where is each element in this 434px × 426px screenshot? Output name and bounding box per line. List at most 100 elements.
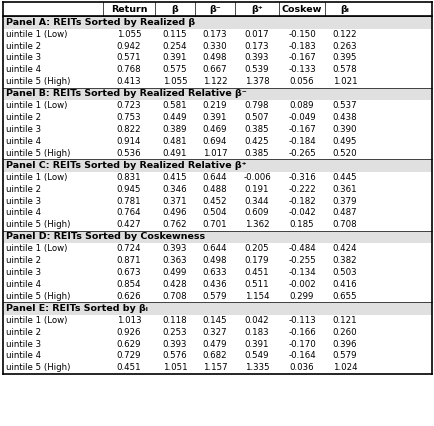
Bar bbox=[3, 362, 431, 374]
Text: 0.254: 0.254 bbox=[162, 42, 187, 51]
Text: 0.393: 0.393 bbox=[162, 245, 187, 253]
Text: 0.871: 0.871 bbox=[116, 256, 141, 265]
Text: -0.184: -0.184 bbox=[287, 137, 315, 146]
Text: 0.451: 0.451 bbox=[244, 268, 269, 277]
Bar bbox=[3, 267, 431, 279]
Text: 0.762: 0.762 bbox=[162, 220, 187, 229]
Text: 0.185: 0.185 bbox=[289, 220, 314, 229]
Text: -0.167: -0.167 bbox=[287, 125, 315, 134]
Text: 0.498: 0.498 bbox=[202, 256, 227, 265]
Text: uintile 3: uintile 3 bbox=[6, 125, 41, 134]
Text: -0.255: -0.255 bbox=[287, 256, 315, 265]
Bar bbox=[3, 64, 431, 76]
Text: -0.170: -0.170 bbox=[287, 340, 315, 348]
Text: 0.327: 0.327 bbox=[202, 328, 227, 337]
Text: 0.425: 0.425 bbox=[244, 137, 269, 146]
Bar bbox=[3, 350, 431, 362]
Text: 0.391: 0.391 bbox=[202, 113, 227, 122]
Text: 0.609: 0.609 bbox=[244, 208, 269, 217]
Text: 0.701: 0.701 bbox=[202, 220, 227, 229]
Text: 1.055: 1.055 bbox=[162, 77, 187, 86]
Text: 0.753: 0.753 bbox=[116, 113, 141, 122]
Text: Panel D: REITs Sorted by Coskewness: Panel D: REITs Sorted by Coskewness bbox=[6, 232, 205, 241]
Text: 0.393: 0.393 bbox=[244, 54, 269, 63]
Text: 0.539: 0.539 bbox=[244, 65, 269, 74]
Text: 0.498: 0.498 bbox=[202, 54, 227, 63]
Text: uintile 2: uintile 2 bbox=[6, 328, 41, 337]
Text: 0.481: 0.481 bbox=[162, 137, 187, 146]
Text: 0.415: 0.415 bbox=[162, 173, 187, 182]
Text: uintile 5 (High): uintile 5 (High) bbox=[6, 220, 70, 229]
Text: 0.926: 0.926 bbox=[116, 328, 141, 337]
Text: 0.385: 0.385 bbox=[244, 125, 269, 134]
Text: 1.335: 1.335 bbox=[244, 363, 269, 372]
Text: -0.006: -0.006 bbox=[243, 173, 270, 182]
Text: 0.391: 0.391 bbox=[162, 54, 187, 63]
Text: uintile 5 (High): uintile 5 (High) bbox=[6, 292, 70, 301]
Text: -0.484: -0.484 bbox=[287, 245, 315, 253]
Text: 0.536: 0.536 bbox=[116, 149, 141, 158]
Text: uintile 4: uintile 4 bbox=[6, 65, 41, 74]
Bar bbox=[3, 195, 431, 207]
Text: Panel B: REITs Sorted by Realized Relative β⁻: Panel B: REITs Sorted by Realized Relati… bbox=[6, 89, 246, 98]
Text: -0.164: -0.164 bbox=[287, 351, 315, 360]
Text: 0.854: 0.854 bbox=[116, 280, 141, 289]
Text: 0.504: 0.504 bbox=[202, 208, 227, 217]
Text: 0.379: 0.379 bbox=[332, 196, 356, 205]
Bar bbox=[3, 40, 431, 52]
Text: 0.428: 0.428 bbox=[162, 280, 187, 289]
Text: 0.253: 0.253 bbox=[162, 328, 187, 337]
Text: Panel A: REITs Sorted by Realized β: Panel A: REITs Sorted by Realized β bbox=[6, 18, 195, 27]
Text: -0.049: -0.049 bbox=[287, 113, 315, 122]
Bar bbox=[3, 147, 431, 159]
Text: 0.469: 0.469 bbox=[202, 125, 227, 134]
Text: 0.511: 0.511 bbox=[244, 280, 269, 289]
Bar bbox=[3, 230, 431, 243]
Text: 0.363: 0.363 bbox=[162, 256, 187, 265]
Text: uintile 3: uintile 3 bbox=[6, 196, 41, 205]
Text: 0.438: 0.438 bbox=[332, 113, 356, 122]
Text: uintile 1 (Low): uintile 1 (Low) bbox=[6, 101, 67, 110]
Text: 0.183: 0.183 bbox=[244, 328, 269, 337]
Text: 0.416: 0.416 bbox=[332, 280, 356, 289]
Text: 0.694: 0.694 bbox=[202, 137, 227, 146]
Text: uintile 4: uintile 4 bbox=[6, 280, 41, 289]
Bar bbox=[3, 76, 431, 87]
Text: 0.942: 0.942 bbox=[116, 42, 141, 51]
Text: 0.768: 0.768 bbox=[116, 65, 141, 74]
Text: 0.121: 0.121 bbox=[332, 316, 356, 325]
Text: βₗ: βₗ bbox=[340, 5, 349, 14]
Text: 0.424: 0.424 bbox=[332, 245, 356, 253]
Text: 0.578: 0.578 bbox=[332, 65, 356, 74]
Text: 1.362: 1.362 bbox=[244, 220, 269, 229]
Text: 1.021: 1.021 bbox=[332, 77, 356, 86]
Bar bbox=[3, 207, 431, 219]
Bar bbox=[3, 290, 431, 302]
Text: uintile 3: uintile 3 bbox=[6, 268, 41, 277]
Bar bbox=[3, 183, 431, 195]
Text: 0.495: 0.495 bbox=[332, 137, 356, 146]
Text: Coskew: Coskew bbox=[281, 5, 322, 14]
Text: 0.263: 0.263 bbox=[332, 42, 356, 51]
Text: 0.391: 0.391 bbox=[244, 340, 269, 348]
Text: 0.764: 0.764 bbox=[116, 208, 141, 217]
Bar bbox=[3, 159, 431, 172]
Text: 0.667: 0.667 bbox=[202, 65, 227, 74]
Text: 0.042: 0.042 bbox=[244, 316, 269, 325]
Text: uintile 2: uintile 2 bbox=[6, 256, 41, 265]
Text: 0.344: 0.344 bbox=[244, 196, 269, 205]
Text: 1.378: 1.378 bbox=[244, 77, 269, 86]
Text: -0.150: -0.150 bbox=[287, 30, 315, 39]
Text: uintile 5 (High): uintile 5 (High) bbox=[6, 363, 70, 372]
Text: 0.723: 0.723 bbox=[116, 101, 141, 110]
Text: -0.166: -0.166 bbox=[287, 328, 315, 337]
Text: 0.571: 0.571 bbox=[116, 54, 141, 63]
Text: 0.644: 0.644 bbox=[202, 173, 227, 182]
Text: uintile 5 (High): uintile 5 (High) bbox=[6, 77, 70, 86]
Text: 1.013: 1.013 bbox=[116, 316, 141, 325]
Text: Return: Return bbox=[111, 5, 147, 14]
Text: uintile 1 (Low): uintile 1 (Low) bbox=[6, 173, 67, 182]
Text: 0.413: 0.413 bbox=[116, 77, 141, 86]
Text: uintile 2: uintile 2 bbox=[6, 113, 41, 122]
Text: -0.183: -0.183 bbox=[287, 42, 315, 51]
